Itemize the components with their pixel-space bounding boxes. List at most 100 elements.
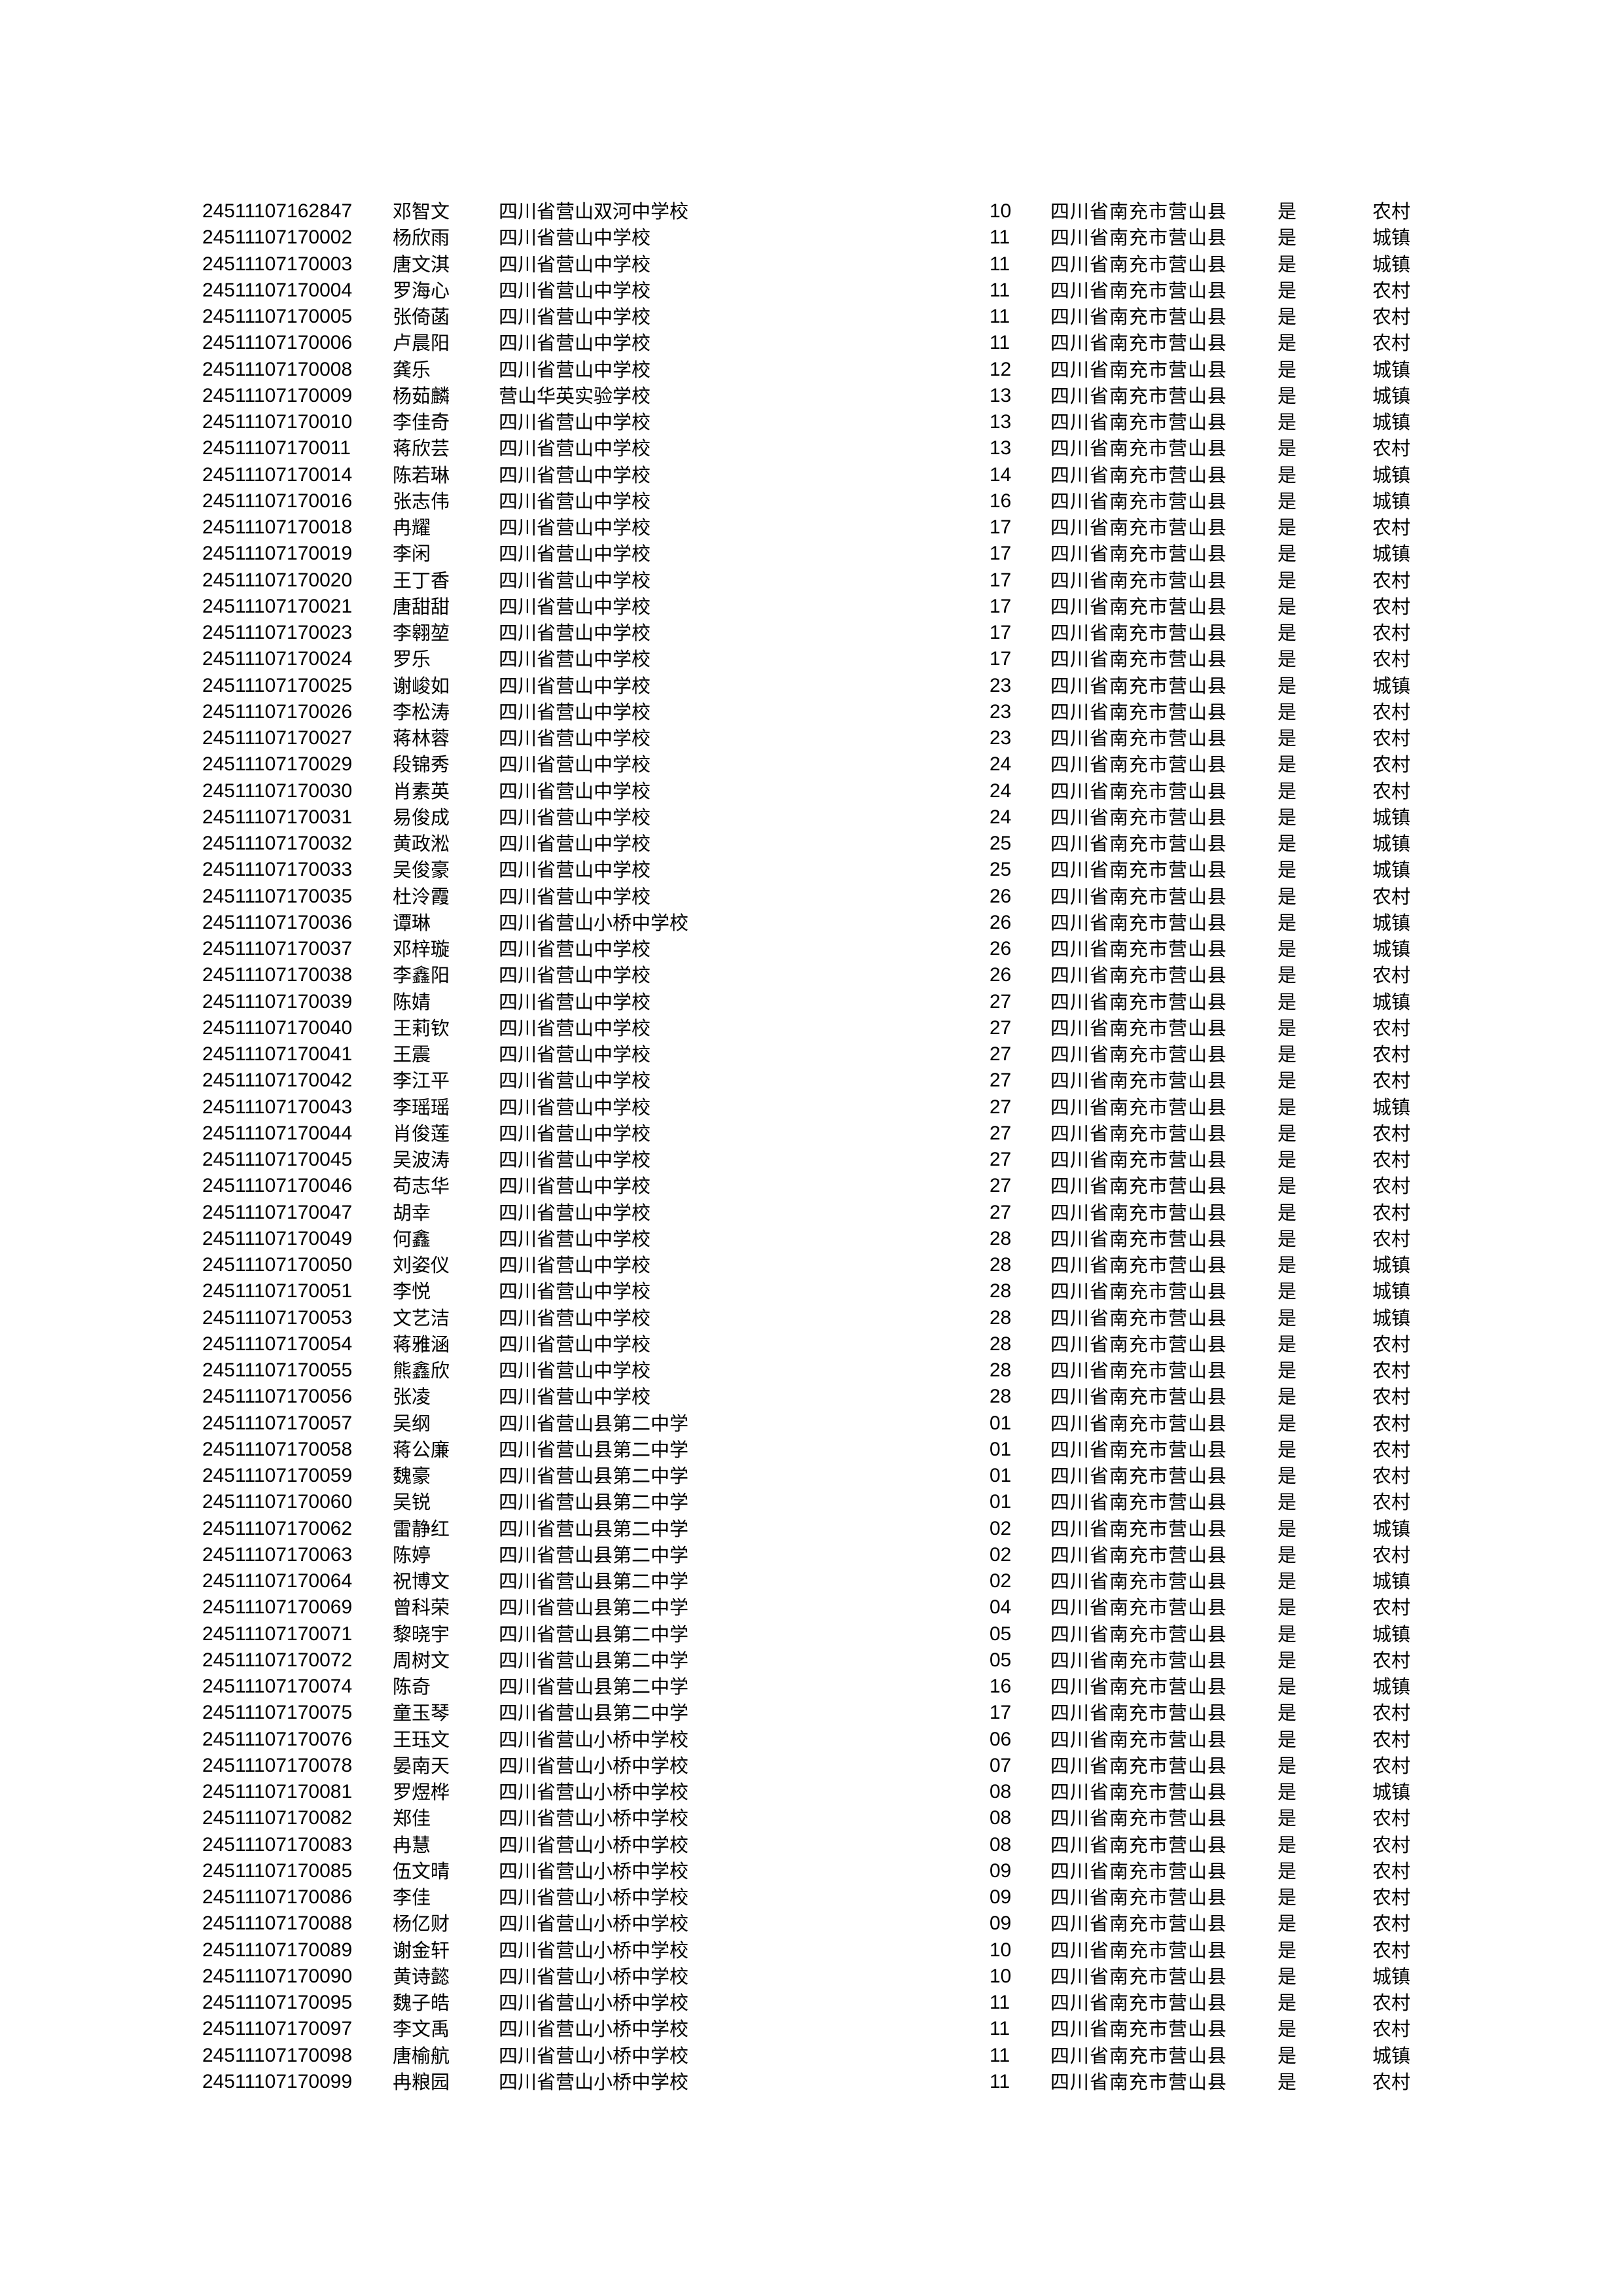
- table-row: 24511107170039 陈婧 四川省营山中学校 27 四川省南充市营山县 是 城镇: [0, 989, 1623, 1015]
- eligibility-flag-cell: 是: [1277, 859, 1297, 882]
- exam-number-cell: 24511107170099: [202, 2070, 353, 2092]
- region-cell: 四川省南充市营山县: [1050, 411, 1228, 433]
- table-row: 24511107170064 祝博文 四川省营山县第二中学 02 四川省南充市营山县 是 城…: [0, 1568, 1623, 1594]
- region-cell: 四川省南充市营山县: [1050, 1781, 1228, 1803]
- residence-type-cell: 城镇: [1372, 1781, 1411, 1803]
- table-row: 24511107170036 谭琳 四川省营山小桥中学校 26 四川省南充市营山县 是 城镇: [0, 910, 1623, 936]
- region-cell: 四川省南充市营山县: [1050, 911, 1228, 934]
- residence-type-cell: 农村: [1372, 200, 1411, 223]
- eligibility-flag-cell: 是: [1277, 1676, 1297, 1698]
- class-number-cell: 28: [990, 1306, 1012, 1329]
- class-number-cell: 27: [990, 1122, 1012, 1144]
- school-cell: 四川省营山小桥中学校: [499, 1754, 689, 1777]
- class-number-cell: 17: [990, 543, 1012, 565]
- school-cell: 四川省营山中学校: [499, 516, 651, 539]
- exam-number-cell: 24511107170071: [202, 1623, 353, 1645]
- class-number-cell: 08: [990, 1807, 1012, 1829]
- table-row: 24511107170056 张凌 四川省营山中学校 28 四川省南充市营山县 是 农村: [0, 1384, 1623, 1410]
- eligibility-flag-cell: 是: [1277, 2044, 1297, 2067]
- residence-type-cell: 农村: [1372, 2070, 1411, 2093]
- region-cell: 四川省南充市营山县: [1050, 279, 1228, 302]
- school-cell: 四川省营山中学校: [499, 753, 651, 776]
- eligibility-flag-cell: 是: [1277, 964, 1297, 987]
- residence-type-cell: 城镇: [1372, 938, 1411, 960]
- region-cell: 四川省南充市营山县: [1050, 1175, 1228, 1198]
- table-row: 24511107170045 吴波涛 四川省营山中学校 27 四川省南充市营山县 是 农村: [0, 1147, 1623, 1173]
- table-row: 24511107170063 陈婷 四川省营山县第二中学 02 四川省南充市营山县 是 农村: [0, 1542, 1623, 1568]
- exam-number-cell: 24511107170058: [202, 1438, 353, 1460]
- school-cell: 四川省营山县第二中学: [499, 1596, 689, 1619]
- student-name-cell: 冉耀: [393, 516, 431, 539]
- region-cell: 四川省南充市营山县: [1050, 595, 1228, 618]
- student-name-cell: 唐榆航: [393, 2044, 450, 2067]
- residence-type-cell: 农村: [1372, 885, 1411, 908]
- school-cell: 四川省营山小桥中学校: [499, 2044, 689, 2067]
- school-cell: 四川省营山小桥中学校: [499, 1807, 689, 1830]
- class-number-cell: 16: [990, 1676, 1012, 1697]
- residence-type-cell: 城镇: [1372, 806, 1411, 829]
- school-cell: 四川省营山县第二中学: [499, 1676, 689, 1698]
- residence-type-cell: 农村: [1372, 622, 1411, 644]
- region-cell: 四川省南充市营山县: [1050, 1676, 1228, 1698]
- residence-type-cell: 农村: [1372, 1386, 1411, 1408]
- table-row: 24511107170038 李鑫阳 四川省营山中学校 26 四川省南充市营山县 是 农村: [0, 962, 1623, 988]
- region-cell: 四川省南充市营山县: [1050, 516, 1228, 539]
- class-number-cell: 28: [990, 1254, 1012, 1276]
- residence-type-cell: 农村: [1372, 1754, 1411, 1777]
- exam-number-cell: 24511107170020: [202, 569, 353, 591]
- student-name-cell: 陈若琳: [393, 463, 450, 486]
- class-number-cell: 10: [990, 1965, 1012, 1987]
- exam-number-cell: 24511107170083: [202, 1833, 353, 1856]
- exam-number-cell: 24511107170042: [202, 1069, 353, 1092]
- region-cell: 四川省南充市营山县: [1050, 1728, 1228, 1751]
- table-row: 24511107170027 蒋林蓉 四川省营山中学校 23 四川省南充市营山县 是 农村: [0, 725, 1623, 751]
- student-name-cell: 李闲: [393, 543, 431, 565]
- class-number-cell: 25: [990, 833, 1012, 854]
- residence-type-cell: 农村: [1372, 1728, 1411, 1751]
- class-number-cell: 09: [990, 1886, 1012, 1908]
- eligibility-flag-cell: 是: [1277, 1201, 1297, 1224]
- residence-type-cell: 城镇: [1372, 1254, 1411, 1276]
- table-row: 24511107170085 伍文晴 四川省营山小桥中学校 09 四川省南充市营山县 是 农…: [0, 1858, 1623, 1884]
- eligibility-flag-cell: 是: [1277, 1649, 1297, 1672]
- student-name-cell: 谭琳: [393, 911, 431, 934]
- residence-type-cell: 农村: [1372, 2018, 1411, 2041]
- student-name-cell: 伍文晴: [393, 1859, 450, 1882]
- school-cell: 四川省营山中学校: [499, 1016, 651, 1039]
- residence-type-cell: 农村: [1372, 306, 1411, 328]
- exam-number-cell: 24511107170072: [202, 1649, 353, 1671]
- exam-number-cell: 24511107170082: [202, 1807, 353, 1829]
- class-number-cell: 10: [990, 1939, 1012, 1961]
- eligibility-flag-cell: 是: [1277, 200, 1297, 223]
- student-name-cell: 陈婧: [393, 990, 431, 1013]
- exam-number-cell: 24511107170045: [202, 1149, 353, 1170]
- school-cell: 四川省营山中学校: [499, 700, 651, 723]
- residence-type-cell: 农村: [1372, 279, 1411, 302]
- school-cell: 四川省营山中学校: [499, 1175, 651, 1198]
- school-cell: 四川省营山中学校: [499, 358, 651, 381]
- student-name-cell: 童玉琴: [393, 1702, 450, 1725]
- eligibility-flag-cell: 是: [1277, 463, 1297, 486]
- residence-type-cell: 农村: [1372, 1412, 1411, 1435]
- eligibility-flag-cell: 是: [1277, 1754, 1297, 1777]
- class-number-cell: 27: [990, 1201, 1012, 1223]
- class-number-cell: 27: [990, 1043, 1012, 1065]
- exam-number-cell: 24511107170089: [202, 1939, 353, 1961]
- eligibility-flag-cell: 是: [1277, 2018, 1297, 2041]
- region-cell: 四川省南充市营山县: [1050, 1517, 1228, 1540]
- eligibility-flag-cell: 是: [1277, 1069, 1297, 1092]
- table-row: 24511107170049 何鑫 四川省营山中学校 28 四川省南充市营山县 是 农村: [0, 1226, 1623, 1252]
- eligibility-flag-cell: 是: [1277, 1728, 1297, 1751]
- school-cell: 四川省营山中学校: [499, 780, 651, 802]
- class-number-cell: 05: [990, 1649, 1012, 1671]
- exam-number-cell: 24511107170047: [202, 1201, 353, 1223]
- class-number-cell: 05: [990, 1623, 1012, 1645]
- school-cell: 四川省营山中学校: [499, 1333, 651, 1355]
- eligibility-flag-cell: 是: [1277, 1306, 1297, 1329]
- student-name-cell: 郑佳: [393, 1807, 431, 1830]
- residence-type-cell: 城镇: [1372, 358, 1411, 381]
- exam-number-cell: 24511107170024: [202, 648, 353, 670]
- residence-type-cell: 农村: [1372, 1465, 1411, 1487]
- exam-number-cell: 24511107170040: [202, 1016, 353, 1039]
- exam-number-cell: 24511107170046: [202, 1175, 353, 1197]
